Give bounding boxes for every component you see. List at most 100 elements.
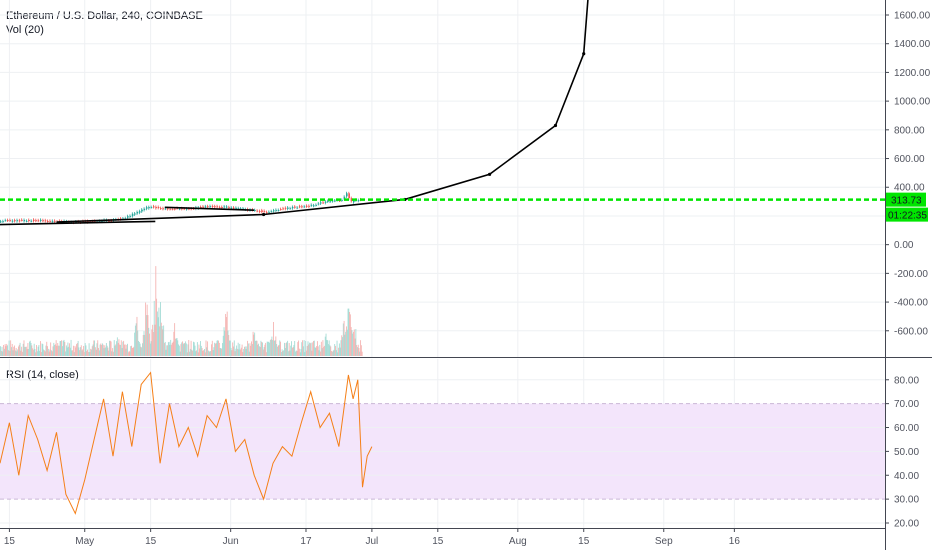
volume-bar — [216, 340, 218, 356]
volume-bar — [21, 346, 23, 356]
volume-bar — [127, 343, 129, 356]
volume-bar — [47, 348, 49, 356]
volume-bar — [172, 341, 174, 356]
rsi-axis-label: 60.00 — [894, 423, 919, 434]
volume-bar — [40, 341, 41, 356]
volume-indicator-label[interactable]: Vol (20) — [6, 24, 44, 36]
volume-bar — [203, 348, 205, 356]
candle — [221, 207, 223, 209]
volume-bar — [74, 345, 76, 356]
volume-bar — [222, 335, 224, 356]
volume-bar — [50, 350, 52, 356]
trend-line-2[interactable] — [56, 0, 589, 223]
candle — [268, 211, 270, 213]
volume-bar — [223, 327, 225, 356]
volume-bar — [155, 266, 157, 356]
candle — [287, 207, 289, 209]
candle — [331, 200, 334, 202]
trend-line-vertex[interactable] — [553, 123, 558, 128]
candle — [47, 220, 49, 222]
price-axis-label: 600.00 — [894, 154, 925, 165]
volume-bar — [135, 323, 137, 356]
volume-bar — [307, 341, 309, 356]
volume-bar — [72, 350, 74, 356]
volume-bar — [251, 341, 252, 356]
volume-bar — [336, 340, 338, 356]
volume-bar — [125, 348, 127, 356]
volume-bar — [196, 350, 198, 356]
volume-bar — [65, 351, 67, 356]
volume-bar — [215, 343, 217, 356]
volume-bar — [313, 340, 315, 356]
volume-bar — [306, 345, 308, 356]
volume-bar — [35, 352, 37, 356]
candle — [162, 208, 165, 210]
time-axis-label: 15 — [578, 536, 590, 547]
candle — [145, 207, 148, 209]
candle — [174, 208, 176, 210]
trend-line-3[interactable] — [164, 206, 255, 211]
volume-bar — [276, 346, 278, 356]
volume-bar — [115, 344, 117, 356]
trend-line-vertex[interactable] — [487, 172, 492, 176]
volume-bar — [136, 316, 138, 356]
volume-bar — [152, 332, 154, 356]
candle — [7, 220, 9, 222]
volume-bar — [325, 333, 327, 356]
volume-bar — [275, 336, 277, 356]
candle — [280, 209, 282, 211]
trend-line-vertex[interactable] — [262, 212, 266, 217]
volume-bar — [71, 350, 73, 356]
volume-bar — [134, 332, 136, 356]
rsi-line[interactable] — [0, 371, 373, 515]
volume-bar — [127, 352, 129, 356]
volume-bar — [41, 343, 43, 356]
rsi-indicator-label[interactable]: RSI (14, close) — [6, 369, 79, 381]
volume-bar — [150, 341, 152, 356]
volume-bar — [179, 351, 181, 356]
volume-bar — [1, 346, 3, 356]
volume-bar — [158, 307, 160, 356]
volume-bar — [32, 348, 34, 356]
volume-bar — [109, 340, 111, 356]
candle — [155, 206, 157, 209]
rsi-axis-label: 80.00 — [894, 375, 919, 386]
candle — [167, 208, 169, 210]
trend-line-vertex[interactable] — [582, 52, 586, 56]
candle — [9, 220, 12, 222]
trend-line-1[interactable] — [0, 220, 156, 226]
volume-bar — [293, 345, 295, 356]
volume-bar — [269, 339, 271, 356]
volume-bar — [178, 345, 180, 356]
volume-bar — [338, 343, 340, 356]
volume-bar — [203, 350, 205, 356]
volume-bar — [243, 348, 245, 356]
volume-bar — [222, 343, 223, 356]
volume-bar — [69, 347, 71, 356]
volume-bar — [48, 351, 50, 356]
candle — [308, 205, 310, 207]
volume-bar — [50, 342, 52, 356]
candle — [32, 219, 35, 222]
time-axis-label: Jul — [365, 536, 378, 547]
volume-bar — [62, 340, 64, 356]
volume-bar — [40, 352, 42, 356]
volume-bar — [317, 346, 319, 356]
volume-bar — [66, 347, 68, 356]
volume-bar — [49, 349, 51, 356]
volume-bar — [80, 347, 81, 356]
volume-bar — [257, 344, 259, 356]
volume-bar — [182, 341, 183, 356]
volume-bar — [19, 342, 21, 356]
volume-bar — [335, 345, 336, 356]
volume-bar — [52, 346, 54, 356]
candle — [242, 208, 245, 210]
candle — [157, 207, 160, 209]
volume-bar — [311, 350, 313, 356]
volume-bar — [360, 345, 362, 356]
volume-bar — [308, 344, 310, 356]
volume-bar — [76, 343, 78, 356]
volume-bar — [193, 342, 195, 356]
volume-bar — [22, 343, 24, 356]
